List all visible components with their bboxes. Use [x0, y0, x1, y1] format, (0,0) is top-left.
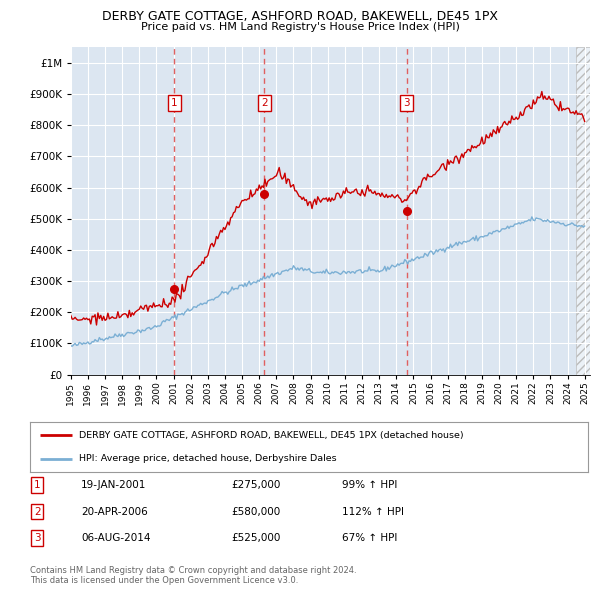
- Text: £525,000: £525,000: [231, 533, 280, 543]
- Text: 2: 2: [261, 99, 268, 109]
- Text: DERBY GATE COTTAGE, ASHFORD ROAD, BAKEWELL, DE45 1PX: DERBY GATE COTTAGE, ASHFORD ROAD, BAKEWE…: [102, 10, 498, 23]
- Text: 20-APR-2006: 20-APR-2006: [81, 507, 148, 516]
- Text: £275,000: £275,000: [231, 480, 280, 490]
- Text: £580,000: £580,000: [231, 507, 280, 516]
- Text: 99% ↑ HPI: 99% ↑ HPI: [342, 480, 397, 490]
- Text: This data is licensed under the Open Government Licence v3.0.: This data is licensed under the Open Gov…: [30, 576, 298, 585]
- Text: Contains HM Land Registry data © Crown copyright and database right 2024.: Contains HM Land Registry data © Crown c…: [30, 566, 356, 575]
- Text: 06-AUG-2014: 06-AUG-2014: [81, 533, 151, 543]
- Text: 67% ↑ HPI: 67% ↑ HPI: [342, 533, 397, 543]
- Text: 1: 1: [171, 99, 178, 109]
- Text: 2: 2: [34, 507, 41, 516]
- Text: 3: 3: [403, 99, 410, 109]
- Text: 112% ↑ HPI: 112% ↑ HPI: [342, 507, 404, 516]
- Text: 1: 1: [34, 480, 41, 490]
- Text: HPI: Average price, detached house, Derbyshire Dales: HPI: Average price, detached house, Derb…: [79, 454, 336, 464]
- Text: 3: 3: [34, 533, 41, 543]
- Text: 19-JAN-2001: 19-JAN-2001: [81, 480, 146, 490]
- Text: DERBY GATE COTTAGE, ASHFORD ROAD, BAKEWELL, DE45 1PX (detached house): DERBY GATE COTTAGE, ASHFORD ROAD, BAKEWE…: [79, 431, 463, 440]
- Text: Price paid vs. HM Land Registry's House Price Index (HPI): Price paid vs. HM Land Registry's House …: [140, 22, 460, 32]
